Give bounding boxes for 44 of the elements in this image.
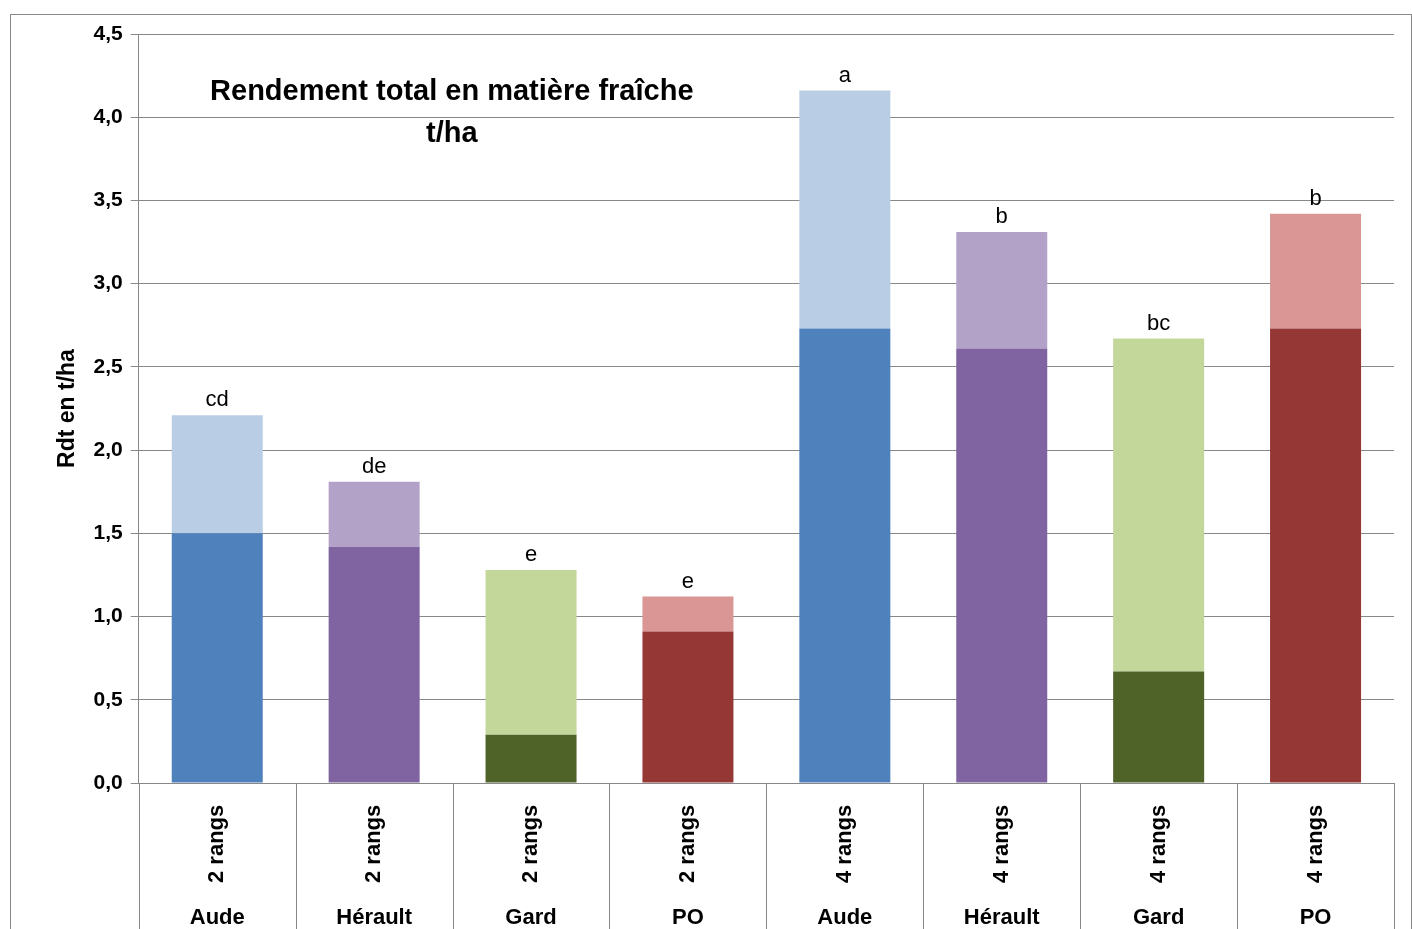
bar xyxy=(485,734,577,783)
bar xyxy=(328,481,420,547)
text: Rendement total en matière fraîche t/ha xyxy=(210,74,694,148)
x-tick-label: 2 rangs Hérault xyxy=(336,804,413,929)
bar xyxy=(642,631,734,783)
x-tick-label: 2 rangs PO xyxy=(672,804,704,929)
bar xyxy=(799,90,891,329)
bar xyxy=(1270,328,1362,783)
total-label: b xyxy=(1309,184,1322,210)
bar xyxy=(1113,338,1205,672)
x-tick-label: 4 rangs Aude xyxy=(817,804,873,929)
y-tick-label: 3,0 xyxy=(93,270,123,294)
y-tick-label: 4,0 xyxy=(93,104,123,128)
x-tick-label: 4 rangs Gard xyxy=(1132,804,1185,929)
total-label: e xyxy=(524,541,538,567)
total-label: a xyxy=(838,61,852,87)
bar xyxy=(171,415,263,534)
x-tick-label: 4 rangs PO xyxy=(1299,804,1332,929)
bar xyxy=(328,546,420,783)
bar xyxy=(171,533,263,783)
total-label: cd xyxy=(205,386,229,412)
bar xyxy=(485,569,577,735)
y-tick-label: 3,5 xyxy=(93,187,124,211)
y-tick-label: 4,5 xyxy=(93,20,124,44)
total-label: b xyxy=(995,203,1008,229)
bar xyxy=(799,328,891,783)
total-label: de xyxy=(361,452,387,478)
total-label: bc xyxy=(1147,309,1171,335)
bar xyxy=(1113,671,1205,783)
y-tick-label: 2,5 xyxy=(93,353,124,377)
bar xyxy=(1270,213,1362,329)
y-axis-title: Rdt en t/ha xyxy=(53,348,80,468)
x-tick-label: 4 rangs Hérault xyxy=(963,804,1041,929)
x-tick-label: 2 rangs Aude xyxy=(189,804,245,929)
bar xyxy=(642,596,734,632)
y-tick-label: 2,0 xyxy=(93,436,123,460)
y-tick-label: 0,5 xyxy=(93,686,124,710)
y-tick-label: 0,0 xyxy=(93,769,123,793)
total-label: e xyxy=(681,567,695,593)
bar xyxy=(956,348,1048,783)
y-tick-label: 1,0 xyxy=(93,603,123,627)
bar xyxy=(956,232,1048,349)
y-tick-label: 1,5 xyxy=(93,520,124,544)
x-tick-label: 2 rangs Gard xyxy=(505,804,557,929)
